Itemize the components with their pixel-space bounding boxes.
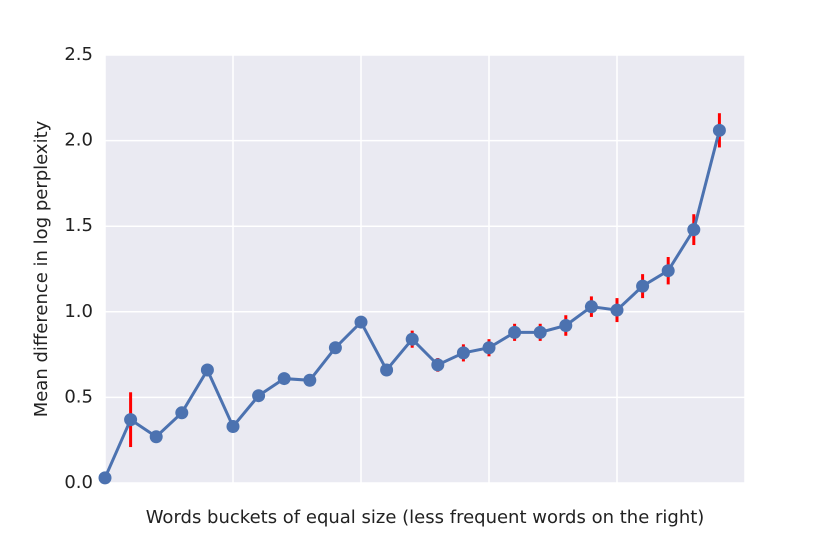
point xyxy=(533,325,547,339)
point xyxy=(354,315,368,329)
point xyxy=(124,413,138,427)
point xyxy=(559,318,573,332)
plot-area xyxy=(105,55,745,483)
y-axis-label: Mean difference in log perplexity xyxy=(31,120,52,417)
y-tick-label: 2.0 xyxy=(64,130,93,151)
point xyxy=(175,406,189,420)
point xyxy=(508,325,522,339)
point xyxy=(482,341,496,355)
point xyxy=(431,358,445,372)
point xyxy=(149,430,163,444)
point xyxy=(687,223,701,237)
point xyxy=(584,300,598,314)
point xyxy=(226,420,240,434)
point xyxy=(610,303,624,317)
point xyxy=(277,372,291,386)
point xyxy=(456,346,470,360)
y-tick-label: 0.5 xyxy=(64,386,93,407)
y-tick-label: 2.5 xyxy=(64,44,93,65)
point xyxy=(98,471,112,485)
point xyxy=(200,363,214,377)
x-axis-label: Words buckets of equal size (less freque… xyxy=(146,507,705,528)
point xyxy=(712,123,726,137)
point xyxy=(252,389,266,403)
point xyxy=(303,373,317,387)
point xyxy=(661,264,675,278)
y-tick-label: 0.0 xyxy=(64,472,93,493)
y-tick-label: 1.0 xyxy=(64,301,93,322)
y-tick-label: 1.5 xyxy=(64,215,93,236)
point xyxy=(328,341,342,355)
point xyxy=(380,363,394,377)
point xyxy=(405,332,419,346)
point xyxy=(636,279,650,293)
